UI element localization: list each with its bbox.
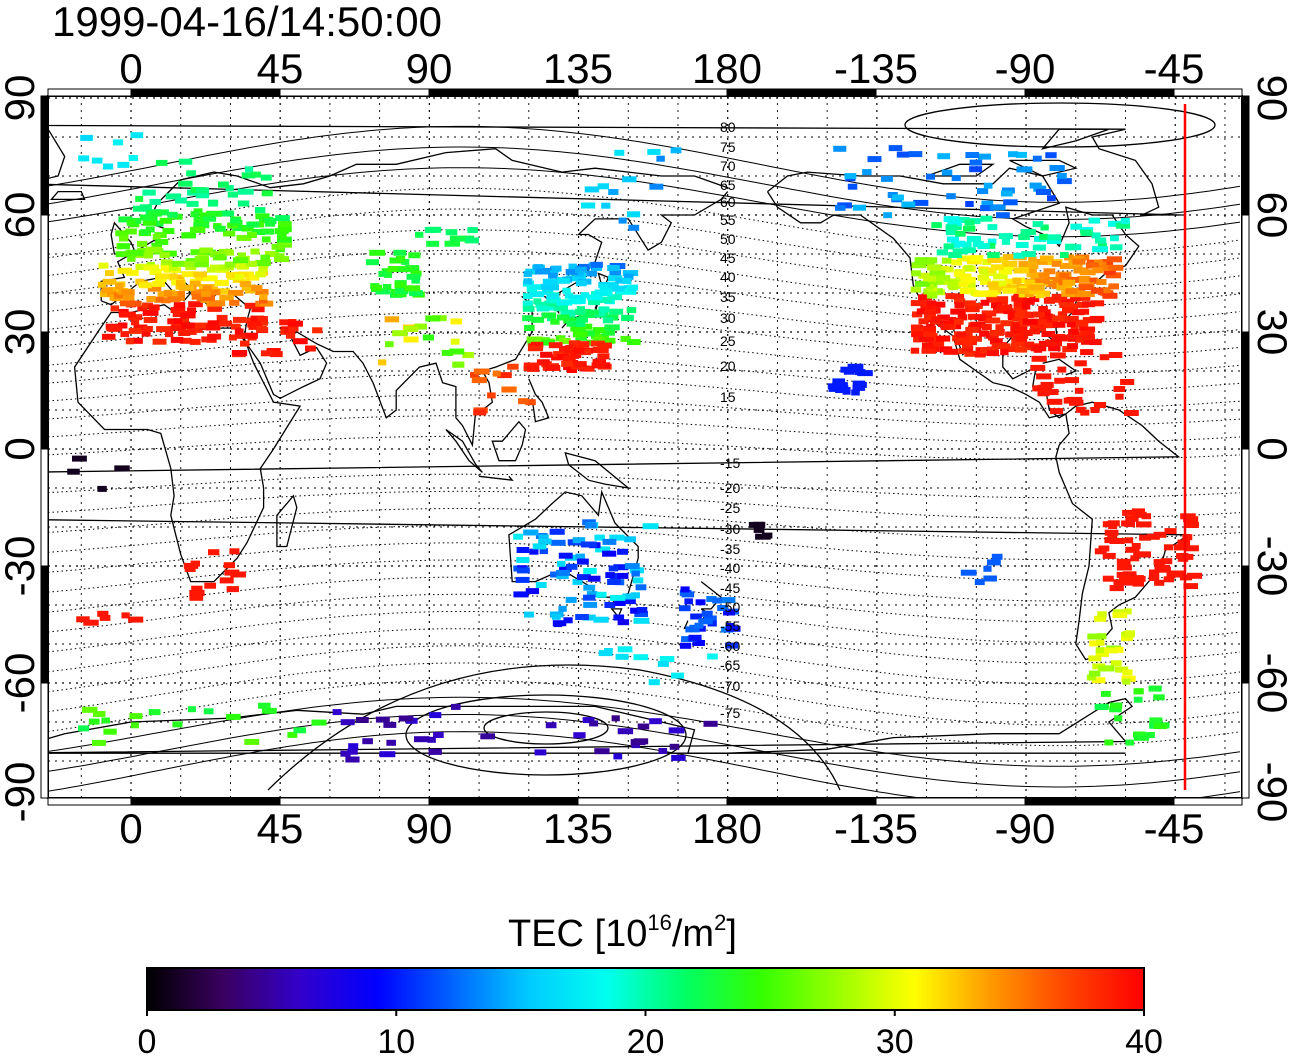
colorbar-title: TEC [1016/m2] [508,910,737,955]
contour-label: 40 [720,269,736,285]
colorbar-tick-label: 10 [377,1023,415,1057]
top-longitude-labels: 0 45 90 135 180 -135 -90 -45 [119,45,1204,92]
colorbar-title-mid: /m [672,913,714,955]
colorbar-tick-labels: 0 10 20 30 40 [138,1010,1163,1057]
left-lat-label: 60 [0,192,43,239]
bottom-lon-label: 45 [257,805,304,852]
colorbar-tick-label: 20 [627,1023,665,1057]
contour-label: -65 [720,657,740,673]
colorbar [146,967,1145,1011]
contour-label: -15 [720,455,740,471]
right-lat-label: 90 [1249,75,1292,122]
colorbar-title-exp2: 2 [714,910,726,935]
top-lon-label: 45 [257,45,304,92]
frame-border-bands [40,88,1250,806]
bottom-lon-label: 135 [543,805,613,852]
contour-label: 75 [720,139,736,155]
contour-label: 25 [720,333,736,349]
left-lat-label: -90 [0,762,43,823]
contour-label: 20 [720,358,736,374]
timestamp-title: 1999-04-16/14:50:00 [52,0,442,45]
contour-label: 80 [720,119,736,135]
top-lon-label: -135 [834,45,918,92]
left-lat-label: 0 [0,437,43,460]
contour-label: 45 [720,250,736,266]
contour-label: -20 [720,480,740,496]
bottom-longitude-labels: 0 45 90 135 180 -135 -90 -45 [119,805,1204,852]
bottom-lon-label: 180 [692,805,762,852]
left-lat-label: 90 [0,75,43,122]
top-lon-label: 90 [406,45,453,92]
top-lon-label: 135 [543,45,613,92]
contour-label: -50 [720,599,740,615]
bottom-lon-label: -90 [995,805,1056,852]
contour-label: 60 [720,194,736,210]
left-lat-label: -60 [0,653,43,714]
graticule-grid [48,96,1242,798]
colorbar-title-exp1: 16 [647,910,671,935]
colorbar-title-suffix: ] [726,913,737,955]
top-lon-label: -45 [1144,45,1205,92]
contour-label: -30 [720,521,740,537]
colorbar-title-prefix: TEC [10 [508,913,647,955]
bottom-lon-label: -45 [1144,805,1205,852]
right-lat-label: 0 [1249,437,1292,460]
contour-label: 70 [720,158,736,174]
right-lat-label: 60 [1249,192,1292,239]
contour-label: 30 [720,310,736,326]
contour-label: -40 [720,560,740,576]
right-lat-label: 30 [1249,309,1292,356]
right-lat-label: -90 [1249,762,1292,823]
tec-data-cells [67,132,1203,763]
top-lon-label: -90 [995,45,1056,92]
right-lat-label: -30 [1249,536,1292,597]
contour-label: 15 [720,389,736,405]
colorbar-tick-label: 0 [138,1023,157,1057]
bottom-lon-label: -135 [834,805,918,852]
left-lat-label: -30 [0,536,43,597]
left-lat-label: 30 [0,309,43,356]
contour-label: -45 [720,580,740,596]
colorbar-tick-label: 40 [1125,1023,1163,1057]
left-latitude-labels: 90 60 30 0 -30 -60 -90 [0,75,43,823]
bottom-lon-label: 0 [119,805,142,852]
contour-label: -35 [720,541,740,557]
contour-label: -75 [720,705,740,721]
contour-label: 55 [720,212,736,228]
right-latitude-labels: 90 60 30 0 -30 -60 -90 [1249,75,1292,823]
contour-label: 50 [720,231,736,247]
contour-label: 65 [720,177,736,193]
contour-label: -60 [720,638,740,654]
contour-label: -55 [720,618,740,634]
contour-label: -25 [720,500,740,516]
top-lon-label: 180 [692,45,762,92]
top-lon-label: 0 [119,45,142,92]
bottom-lon-label: 90 [406,805,453,852]
right-lat-label: -60 [1249,653,1292,714]
contour-label: -70 [720,678,740,694]
contour-label: 35 [720,289,736,305]
colorbar-tick-label: 30 [876,1023,914,1057]
map-frame [47,95,1243,799]
